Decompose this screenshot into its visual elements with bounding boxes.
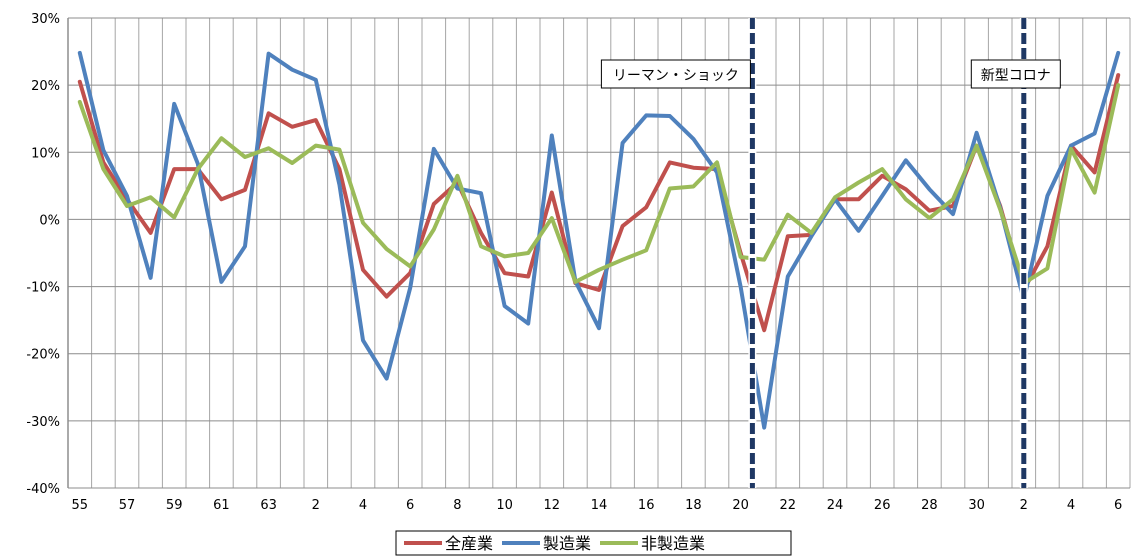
series-line-2: [77, 50, 1121, 430]
x-tick-label: 10: [496, 498, 513, 513]
x-tick-label: 55: [72, 498, 89, 513]
event-label-box: [970, 59, 1061, 89]
y-tick-label: 30%: [31, 12, 60, 27]
x-tick-label: 6: [406, 498, 414, 513]
y-axis-tick-labels: 30% 20% 10% 0% -10% -20% -30% -40%: [26, 12, 60, 497]
event-label-box: [600, 59, 751, 89]
y-tick-label: -40%: [26, 482, 60, 497]
x-tick-label: 2: [312, 498, 320, 513]
x-tick-label: 8: [453, 498, 461, 513]
legend-box: [395, 530, 792, 556]
legend-label: 非製造業: [641, 534, 705, 553]
x-tick-label: 57: [119, 498, 136, 513]
y-tick-label: -30%: [26, 415, 60, 430]
legend: 全産業 製造業 非製造業: [395, 530, 792, 556]
x-tick-label: 24: [827, 498, 844, 513]
x-tick-label: 63: [260, 498, 277, 513]
event-label: リーマン・ショック: [613, 68, 739, 84]
y-tick-label: 10%: [31, 146, 60, 161]
x-tick-label: 16: [638, 498, 655, 513]
x-tick-label: 20: [732, 498, 749, 513]
x-tick-label: 6: [1114, 498, 1122, 513]
y-tick-label: 20%: [31, 79, 60, 94]
vertical-gridlines: [67, 18, 1131, 489]
y-tick-label: -10%: [26, 281, 60, 296]
x-tick-label: 22: [780, 498, 797, 513]
series-line-1: [77, 73, 1121, 333]
x-tick-label: 61: [213, 498, 230, 513]
series-lines: [77, 50, 1121, 430]
x-tick-label: 14: [591, 498, 608, 513]
event-label: 新型コロナ: [981, 68, 1051, 84]
x-tick-label: 26: [874, 498, 891, 513]
x-tick-label: 30: [968, 498, 985, 513]
x-tick-label: 59: [166, 498, 183, 513]
y-tick-label: 0%: [39, 213, 60, 228]
event-markers: リーマン・ショック 新型コロナ: [600, 18, 1061, 488]
y-tick-label: -20%: [26, 348, 60, 363]
x-tick-label: 2: [1020, 498, 1028, 513]
x-axis-tick-labels: 55 57 59 61 63 2 4 6 8 10 12 14 16 18 20 22 24 26 28 30 2 4 6: [72, 498, 1123, 513]
series-line-3: [77, 83, 1121, 286]
x-tick-label: 4: [1067, 498, 1075, 513]
x-tick-label: 12: [544, 498, 561, 513]
horizontal-gridlines: [68, 17, 1130, 489]
x-tick-label: 4: [359, 498, 367, 513]
x-tick-label: 28: [921, 498, 938, 513]
x-tick-label: 18: [685, 498, 702, 513]
legend-label: 製造業: [543, 534, 591, 553]
legend-label: 全産業: [445, 534, 493, 553]
